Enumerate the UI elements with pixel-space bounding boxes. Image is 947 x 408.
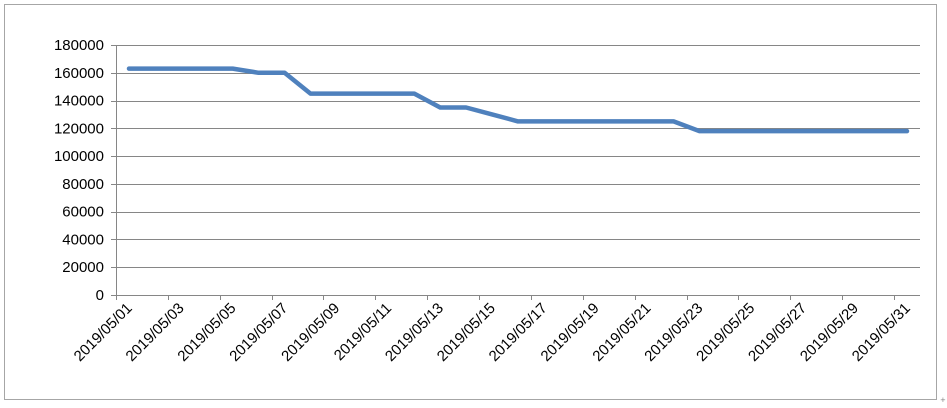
y-tick-label: 180000 — [54, 37, 104, 54]
y-tick-label: 120000 — [54, 120, 104, 137]
corner-mark: + — [940, 396, 946, 404]
y-tick-label: 60000 — [62, 204, 104, 221]
y-tick-label: 100000 — [54, 148, 104, 165]
y-tick-label: 40000 — [62, 231, 104, 248]
y-axis-tick-labels: 0 20000 40000 60000 80000 100000 120000 140000 1… — [54, 37, 104, 304]
series-line — [126, 66, 910, 134]
x-axis-tick-labels: 2019/05/012019/05/032019/05/052019/05/07… — [71, 300, 914, 365]
y-tick-label: 140000 — [54, 93, 104, 110]
axes — [111, 45, 920, 300]
y-tick-label: 160000 — [54, 65, 104, 82]
y-tick-label: 20000 — [62, 259, 104, 276]
gridlines — [116, 45, 920, 268]
y-tick-label: 80000 — [62, 176, 104, 193]
y-tick-label: 0 — [96, 287, 104, 304]
series-lines — [126, 66, 910, 134]
